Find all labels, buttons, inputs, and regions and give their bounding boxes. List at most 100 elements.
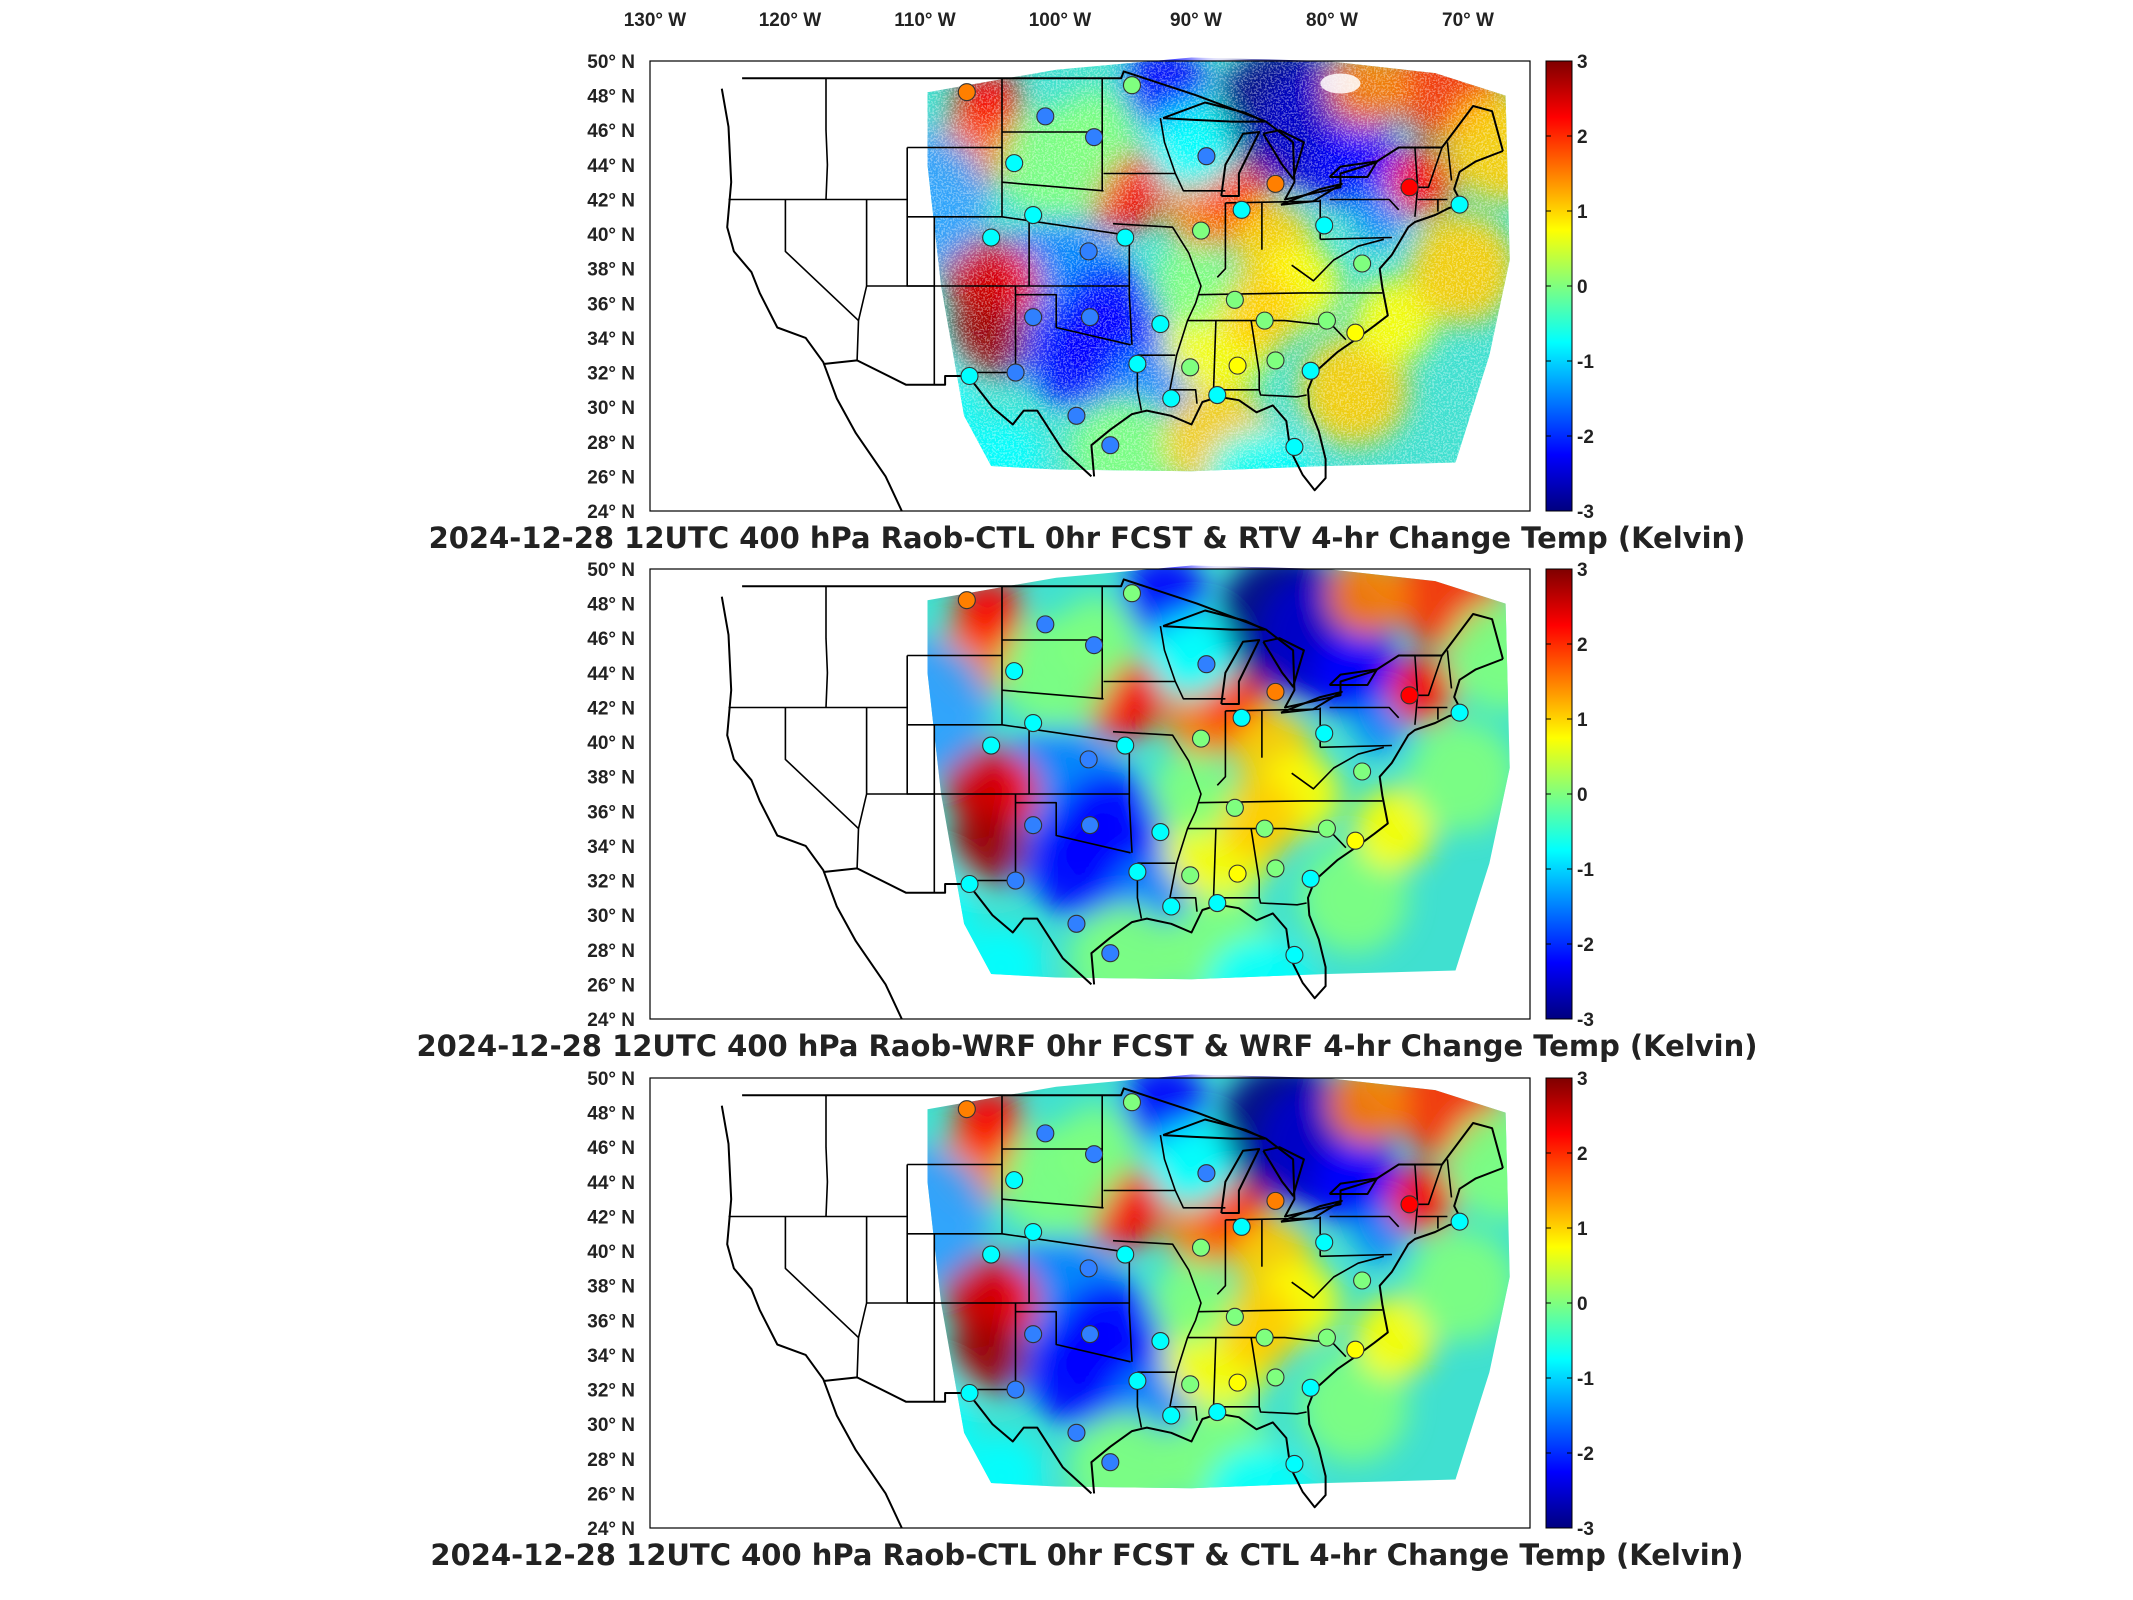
colorbar-tick-label: -1 (1577, 1369, 1594, 1390)
lake-outline (1162, 609, 1266, 631)
station-marker (1197, 147, 1216, 166)
station-marker (1080, 1325, 1100, 1344)
colorbar-tick-label: -1 (1577, 860, 1594, 881)
lat-tick-label: 50° N (587, 1069, 635, 1090)
station-marker (957, 1100, 976, 1119)
station-marker (1080, 816, 1100, 835)
state-border (1159, 625, 1226, 700)
state-border (1417, 1164, 1443, 1206)
station-marker (1266, 1368, 1285, 1387)
station-marker (1285, 437, 1304, 457)
colorbar-tick-label: 3 (1577, 1069, 1588, 1090)
panel-top: 50° N 48° N 46° N 44° N 42° N 40° N 38° N 36° N… (429, 52, 1746, 555)
state-border (1291, 1255, 1385, 1299)
state-border (1250, 828, 1260, 898)
colorbar-tick-label: 3 (1577, 52, 1588, 73)
station-marker (1266, 682, 1285, 701)
station-marker (1162, 897, 1181, 916)
station-marker (1024, 816, 1043, 835)
lat-tick-label: 30° N (587, 398, 635, 419)
lat-tick-label: 24° N (587, 502, 635, 523)
coastline (742, 70, 1504, 201)
station-marker (1255, 311, 1274, 330)
colorbar-tick-label: 2 (1577, 635, 1588, 656)
station-marker (1036, 615, 1055, 634)
station-marker (1255, 819, 1274, 838)
station-marker (1151, 315, 1170, 334)
state-border (784, 199, 860, 322)
station-marker (1122, 76, 1142, 95)
lat-tick-label: 40° N (587, 733, 635, 754)
station-marker (1101, 1453, 1120, 1472)
station-marker (1191, 729, 1211, 748)
station-marker (1005, 662, 1024, 681)
station-marker (1181, 1375, 1200, 1394)
station-marker (1232, 200, 1251, 219)
station-marker (1101, 944, 1120, 963)
lon-tick-label: 120° W (759, 10, 822, 31)
colorbar-tick-label: 2 (1577, 1144, 1588, 1165)
station-marker (1162, 389, 1181, 408)
state-border (1320, 744, 1392, 749)
station-marker (1400, 178, 1419, 197)
station-marker (1315, 216, 1334, 235)
station-marker (1085, 636, 1104, 655)
station-marker (1266, 859, 1285, 878)
station-marker (1353, 254, 1372, 273)
lake-outline (1262, 637, 1305, 688)
lon-tick-label: 110° W (894, 10, 956, 31)
station-marker (1450, 703, 1469, 722)
colorbar-tick-label: 0 (1577, 1294, 1588, 1315)
state-border (784, 1216, 860, 1339)
station-marker (1232, 1217, 1251, 1236)
state-border (856, 707, 868, 869)
station-marker (1346, 1340, 1365, 1359)
state-border (1329, 706, 1400, 719)
station-marker (1315, 1233, 1334, 1252)
lat-tick-label: 28° N (587, 1450, 635, 1471)
station-marker (1128, 1371, 1147, 1390)
lat-tick-label: 32° N (587, 364, 635, 385)
station-marker (1128, 354, 1147, 373)
state-border (1128, 234, 1133, 345)
state-border (1417, 655, 1443, 697)
lat-tick-label: 34° N (587, 1346, 635, 1367)
station-marker (1301, 1378, 1320, 1397)
station-marker (1301, 361, 1320, 380)
station-marker (1450, 195, 1469, 214)
station-marker (1266, 1191, 1285, 1210)
station-marker (1450, 1212, 1469, 1231)
lat-tick-label: 32° N (587, 1381, 635, 1402)
lat-tick-label: 42° N (587, 190, 635, 211)
station-marker (1197, 1164, 1216, 1183)
station-marker (1255, 1328, 1274, 1347)
station-marker (1346, 831, 1365, 850)
lat-tick-label: 26° N (587, 467, 635, 488)
state-border (1001, 1198, 1104, 1209)
station-marker (1116, 1245, 1135, 1264)
lake-outline (1328, 1177, 1378, 1195)
lat-tick-label: 36° N (587, 294, 635, 315)
state-border (1001, 689, 1104, 700)
coastline (720, 1105, 903, 1529)
lat-tick-label: 38° N (587, 768, 635, 789)
coastline (742, 1087, 1504, 1218)
colorbar: 3 2 1 0 -1 -2 -3 (1545, 560, 1594, 1031)
station-marker (1024, 205, 1043, 225)
station-marker (1085, 128, 1104, 147)
lake-outline (1220, 131, 1261, 197)
station-marker (1079, 242, 1098, 261)
map-frame-border (649, 1077, 1531, 1529)
lon-tick-label: 80° W (1306, 10, 1358, 31)
station-marker (1225, 1307, 1244, 1326)
station-marker (1006, 871, 1025, 890)
state-border (1446, 650, 1453, 689)
station-marker (982, 228, 1001, 247)
state-border (1446, 1159, 1453, 1198)
lat-tick-label: 46° N (587, 121, 635, 142)
station-marker (1228, 1373, 1247, 1392)
map-frame-border (649, 568, 1531, 1020)
state-border (1291, 746, 1385, 790)
state-border (1169, 896, 1198, 912)
station-marker (1036, 1124, 1055, 1143)
